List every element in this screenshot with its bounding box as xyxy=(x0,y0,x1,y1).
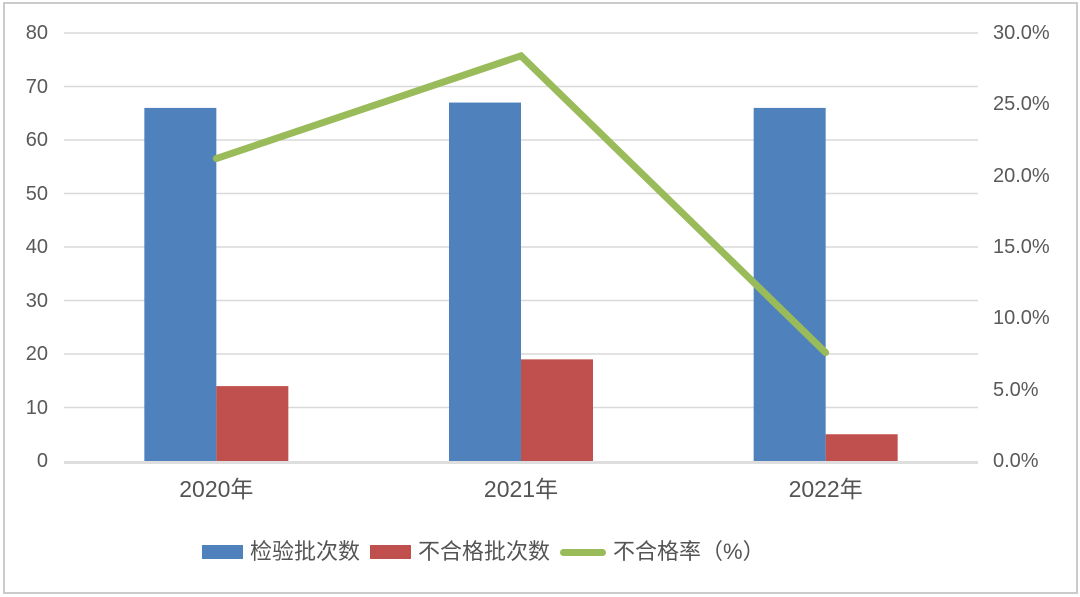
x-axis-category-label: 2021年 xyxy=(483,476,559,502)
legend: 检验批次数 不合格批次数 不合格率（%） xyxy=(202,540,765,564)
right-axis-tick-label: 0.0% xyxy=(993,450,1039,472)
bar-failed-batches xyxy=(521,359,593,461)
right-axis-tick-label: 20.0% xyxy=(993,164,1050,187)
bar-failed-batches xyxy=(825,434,898,461)
legend-label: 不合格批次数 xyxy=(418,539,551,564)
left-axis-tick-label: 20 xyxy=(25,343,48,365)
x-axis-category-label: 2022年 xyxy=(788,476,863,502)
right-axis-tick-label: 15.0% xyxy=(993,236,1050,258)
left-axis-tick-label: 40 xyxy=(25,236,48,258)
right-axis-tick-label: 10.0% xyxy=(993,307,1050,330)
legend-line-swatch-failure-rate xyxy=(560,548,607,556)
left-axis-tick-label: 80 xyxy=(25,22,48,44)
bar-inspection-batches xyxy=(753,107,826,462)
legend-swatch-failed-batches xyxy=(370,545,412,559)
left-axis-tick-label: 50 xyxy=(25,182,48,205)
bar-inspection-batches xyxy=(449,102,521,462)
left-axis-tick-label: 30 xyxy=(25,289,48,312)
legend-swatch-inspection-batches xyxy=(202,545,243,559)
bar-failed-batches xyxy=(216,386,289,461)
legend-label: 检验批次数 xyxy=(250,539,361,564)
right-axis-tick-label: 25.0% xyxy=(993,93,1050,116)
left-axis-tick-label: 60 xyxy=(25,129,48,151)
legend-label: 不合格率（%） xyxy=(613,539,765,564)
right-axis-tick-label: 5.0% xyxy=(993,378,1039,401)
legend-item-inspection-batches: 检验批次数 xyxy=(202,540,360,564)
bar-inspection-batches xyxy=(144,107,217,462)
legend-item-failed-batches: 不合格批次数 xyxy=(370,540,550,564)
left-axis-tick-label: 70 xyxy=(25,75,48,98)
x-axis-category-label: 2020年 xyxy=(179,476,254,502)
right-axis-tick-label: 30.0% xyxy=(993,22,1050,44)
left-axis-tick-label: 0 xyxy=(36,450,48,472)
left-axis-tick-label: 10 xyxy=(25,396,48,419)
legend-item-failure-rate: 不合格率（%） xyxy=(560,540,765,564)
failure-rate-line xyxy=(212,51,830,357)
